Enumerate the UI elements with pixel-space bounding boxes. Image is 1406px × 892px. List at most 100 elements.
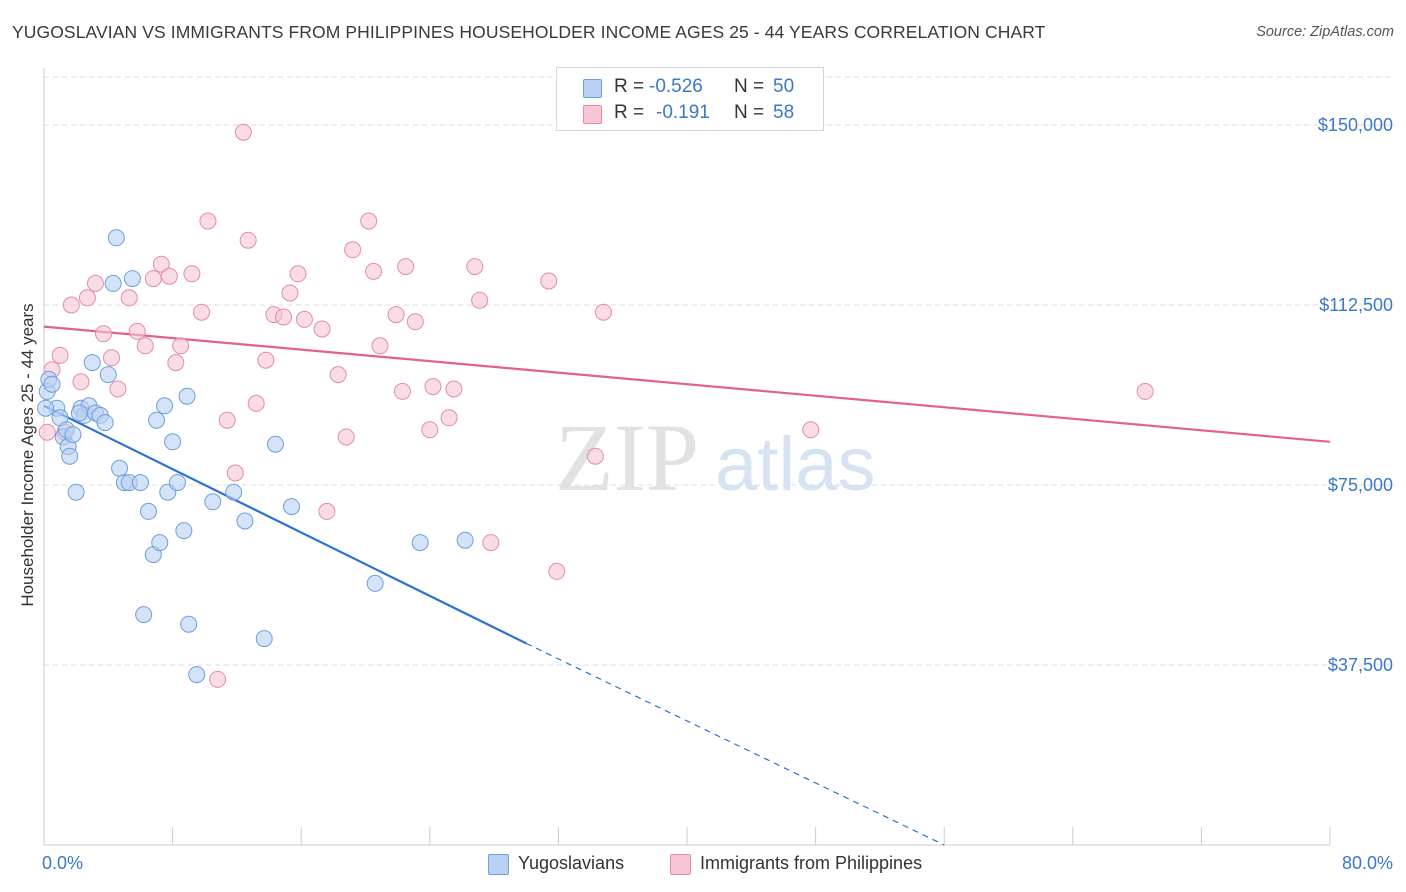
data-point-philippines bbox=[445, 380, 463, 398]
data-point-philippines bbox=[94, 325, 112, 343]
data-point-philippines bbox=[406, 313, 424, 331]
bottom-legend-label: Immigrants from Philippines bbox=[700, 853, 923, 873]
data-point-philippines bbox=[144, 270, 162, 288]
data-point-yugoslavian bbox=[83, 354, 101, 372]
data-point-philippines bbox=[257, 351, 275, 369]
data-point-philippines bbox=[594, 303, 612, 321]
data-point-yugoslavian bbox=[175, 522, 193, 540]
data-point-philippines bbox=[329, 366, 347, 384]
data-point-yugoslavian bbox=[104, 274, 122, 292]
legend-r-value: -0.526 bbox=[649, 76, 703, 97]
data-point-philippines bbox=[275, 308, 293, 326]
data-point-philippines bbox=[209, 670, 227, 688]
data-point-yugoslavian bbox=[99, 366, 117, 384]
data-point-philippines bbox=[199, 212, 217, 230]
data-point-philippines bbox=[295, 310, 313, 328]
data-point-philippines bbox=[38, 423, 56, 441]
data-point-philippines bbox=[540, 272, 558, 290]
data-point-philippines bbox=[281, 284, 299, 302]
data-point-yugoslavian bbox=[151, 534, 169, 552]
watermark: ZIP atlas bbox=[555, 404, 876, 511]
data-point-philippines bbox=[136, 337, 154, 355]
data-point-yugoslavian bbox=[225, 483, 243, 501]
data-point-philippines bbox=[86, 274, 104, 292]
data-point-philippines bbox=[103, 349, 121, 367]
trend-line-philippines bbox=[43, 325, 1331, 443]
data-point-philippines bbox=[172, 337, 190, 355]
data-point-yugoslavian bbox=[123, 270, 141, 288]
data-point-yugoslavian bbox=[164, 433, 182, 451]
data-point-yugoslavian bbox=[180, 615, 198, 633]
legend: R = -0.526 N = 50 R = -0.191 N = 58 bbox=[556, 67, 824, 131]
data-point-philippines bbox=[128, 322, 146, 340]
y-tick-label: $75,000 bbox=[1328, 475, 1393, 495]
data-point-philippines bbox=[289, 265, 307, 283]
data-point-yugoslavian bbox=[148, 411, 166, 429]
legend-n-value: 58 bbox=[773, 102, 795, 123]
data-point-yugoslavian bbox=[168, 474, 186, 492]
y-tick-label: $37,500 bbox=[1328, 655, 1393, 675]
data-point-yugoslavian bbox=[178, 387, 196, 405]
watermark-atlas: atlas bbox=[715, 422, 876, 507]
data-point-yugoslavian bbox=[111, 459, 129, 477]
data-point-philippines bbox=[218, 411, 236, 429]
data-point-philippines bbox=[586, 447, 604, 465]
data-point-yugoslavian bbox=[135, 606, 153, 624]
data-point-yugoslavian bbox=[43, 375, 61, 393]
data-point-philippines bbox=[482, 534, 500, 552]
data-point-yugoslavian bbox=[283, 498, 301, 516]
trend-line-yugoslavians-extrapolated bbox=[525, 642, 945, 846]
data-point-yugoslavian bbox=[156, 397, 174, 415]
trend-lines bbox=[43, 325, 1331, 846]
data-point-philippines bbox=[371, 337, 389, 355]
data-point-philippines bbox=[1136, 382, 1154, 400]
data-point-philippines bbox=[62, 296, 80, 314]
data-point-yugoslavian bbox=[67, 483, 85, 501]
data-point-yugoslavian bbox=[61, 447, 79, 465]
data-point-philippines bbox=[393, 382, 411, 400]
data-point-philippines bbox=[337, 428, 355, 446]
data-point-philippines bbox=[51, 346, 69, 364]
series-philippines bbox=[38, 123, 1154, 688]
gridlines bbox=[44, 76, 1395, 666]
series-yugoslavians bbox=[37, 229, 474, 684]
x-tick-label-max: 80.0% bbox=[1342, 853, 1393, 873]
data-point-philippines bbox=[247, 394, 265, 412]
legend-r-label: R = bbox=[614, 102, 645, 123]
source-credit: Source: ZipAtlas.com bbox=[1256, 24, 1394, 40]
data-point-yugoslavian bbox=[255, 630, 273, 648]
y-tick-label: $150,000 bbox=[1318, 115, 1393, 135]
data-point-yugoslavian bbox=[366, 574, 384, 592]
data-point-philippines bbox=[313, 320, 331, 338]
tick-labels: $37,500 $75,000 $112,500 $150,000 0.0% 80.0% bbox=[42, 115, 1393, 873]
data-point-philippines bbox=[802, 421, 820, 439]
data-point-philippines bbox=[360, 212, 378, 230]
legend-swatch-blue bbox=[583, 79, 602, 98]
data-point-philippines bbox=[318, 502, 336, 520]
legend-swatch-pink bbox=[583, 105, 602, 124]
legend-r-label: R = bbox=[614, 76, 645, 97]
data-point-philippines bbox=[183, 265, 201, 283]
chart-title: YUGOSLAVIAN VS IMMIGRANTS FROM PHILIPPIN… bbox=[12, 22, 1046, 42]
data-point-yugoslavian bbox=[411, 534, 429, 552]
data-point-yugoslavian bbox=[64, 426, 82, 444]
data-point-philippines bbox=[193, 303, 211, 321]
data-point-yugoslavian bbox=[456, 531, 474, 549]
data-point-philippines bbox=[109, 380, 127, 398]
axes bbox=[43, 68, 1331, 846]
x-tick-label-min: 0.0% bbox=[42, 853, 83, 873]
data-point-philippines bbox=[167, 354, 185, 372]
legend-n-value: 50 bbox=[773, 76, 795, 97]
data-point-philippines bbox=[471, 291, 489, 309]
data-point-philippines bbox=[160, 267, 178, 285]
watermark-zip: ZIP bbox=[555, 404, 699, 511]
data-point-yugoslavian bbox=[37, 399, 55, 417]
data-point-yugoslavian bbox=[236, 512, 254, 530]
bottom-legend-label: Yugoslavians bbox=[518, 853, 625, 873]
data-point-yugoslavian bbox=[266, 435, 284, 453]
y-tick-label: $112,500 bbox=[1319, 295, 1393, 315]
data-point-yugoslavian bbox=[188, 666, 206, 684]
data-point-philippines bbox=[440, 409, 458, 427]
trend-line-yugoslavians bbox=[43, 404, 527, 645]
